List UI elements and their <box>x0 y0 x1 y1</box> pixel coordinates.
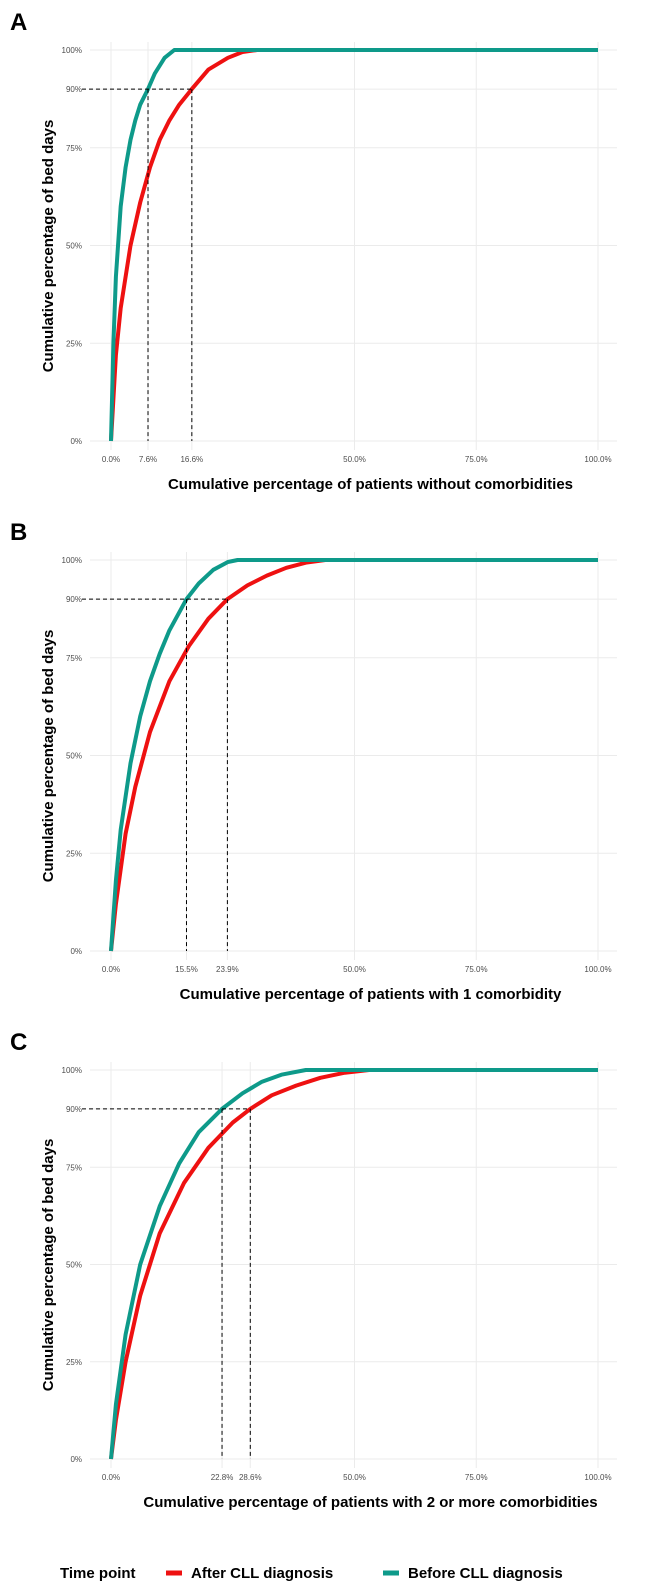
reference-lines <box>82 598 228 951</box>
y-axis-title: Cumulative percentage of bed days <box>40 120 57 373</box>
y-axis-title: Cumulative percentage of bed days <box>40 630 57 883</box>
legend-label-before-cll: Before CLL diagnosis <box>408 1565 563 1582</box>
panel-c: C 0% 25% 50% 75% 90% 100% 0.0% 22.8% 28.6% 50.0% 75… <box>10 1029 617 1511</box>
x-axis-title: Cumulative percentage of patients with 1… <box>180 986 562 1003</box>
panel-a: A 0% 25% 50% 75% 90% 100% 0.0% 7.6% 16.6% 50.0% 75.… <box>10 9 617 493</box>
y-tick-label: 90% <box>66 85 82 94</box>
y-tick-label: 90% <box>66 1105 82 1114</box>
series-line-after-cll <box>109 558 598 952</box>
series-line-after-cll <box>109 1068 598 1460</box>
series-line-before-cll <box>109 48 598 442</box>
y-tick-label: 100% <box>62 1066 82 1075</box>
y-tick-labels: 0% 25% 50% 75% 90% 100% <box>62 556 82 956</box>
y-tick-label: 25% <box>66 339 82 348</box>
panel-letter: B <box>10 519 27 546</box>
x-tick-label: 23.9% <box>216 965 239 974</box>
legend: Time point After CLL diagnosis Before CLL … <box>60 1565 563 1582</box>
panel-letter: C <box>10 1029 27 1056</box>
grid <box>90 552 617 960</box>
x-tick-label: 100.0% <box>584 455 611 464</box>
x-tick-label: 0.0% <box>102 455 120 464</box>
grid <box>90 42 617 450</box>
x-tick-label: 22.8% <box>211 1473 234 1482</box>
y-tick-label: 50% <box>66 242 82 251</box>
x-tick-label: 50.0% <box>343 455 366 464</box>
reference-lines <box>82 1108 251 1459</box>
y-tick-label: 0% <box>70 1455 82 1464</box>
y-tick-label: 0% <box>70 437 82 446</box>
y-axis-title: Cumulative percentage of bed days <box>40 1139 57 1392</box>
x-tick-label: 28.6% <box>239 1473 262 1482</box>
x-tick-label: 75.0% <box>465 1473 488 1482</box>
series-line-before-cll <box>109 1068 598 1460</box>
y-tick-label: 50% <box>66 1261 82 1270</box>
x-tick-label: 75.0% <box>465 965 488 974</box>
y-tick-label: 0% <box>70 947 82 956</box>
legend-title: Time point <box>60 1565 136 1582</box>
x-tick-label: 15.5% <box>175 965 198 974</box>
x-tick-label: 50.0% <box>343 965 366 974</box>
panel-b: B 0% 25% 50% 75% 90% 100% 0.0% 15.5% 23.9% 50.0% 75… <box>10 519 617 1003</box>
x-tick-labels: 0.0% 22.8% 28.6% 50.0% 75.0% 100.0% <box>102 1473 612 1482</box>
y-tick-label: 50% <box>66 752 82 761</box>
x-tick-label: 16.6% <box>180 455 203 464</box>
y-tick-label: 75% <box>66 1163 82 1172</box>
y-tick-label: 75% <box>66 654 82 663</box>
x-tick-label: 7.6% <box>139 455 157 464</box>
series-line-before-cll <box>109 558 598 952</box>
panel-letter: A <box>10 9 27 36</box>
x-tick-label: 100.0% <box>584 1473 611 1482</box>
y-tick-label: 25% <box>66 849 82 858</box>
x-axis-title: Cumulative percentage of patients with 2… <box>143 1494 597 1511</box>
y-tick-label: 90% <box>66 595 82 604</box>
x-tick-labels: 0.0% 7.6% 16.6% 50.0% 75.0% 100.0% <box>102 455 612 464</box>
y-tick-label: 100% <box>62 556 82 565</box>
y-tick-label: 25% <box>66 1358 82 1367</box>
x-tick-label: 50.0% <box>343 1473 366 1482</box>
y-tick-label: 75% <box>66 144 82 153</box>
x-tick-label: 0.0% <box>102 965 120 974</box>
series-line-after-cll <box>109 48 598 442</box>
y-tick-labels: 0% 25% 50% 75% 90% 100% <box>62 46 82 446</box>
y-tick-label: 100% <box>62 46 82 55</box>
x-axis-title: Cumulative percentage of patients withou… <box>168 476 573 493</box>
x-tick-label: 100.0% <box>584 965 611 974</box>
reference-lines <box>82 88 193 441</box>
x-tick-label: 0.0% <box>102 1473 120 1482</box>
x-tick-label: 75.0% <box>465 455 488 464</box>
y-tick-labels: 0% 25% 50% 75% 90% 100% <box>62 1066 82 1464</box>
x-tick-labels: 0.0% 15.5% 23.9% 50.0% 75.0% 100.0% <box>102 965 612 974</box>
legend-label-after-cll: After CLL diagnosis <box>191 1565 333 1582</box>
grid <box>90 1062 617 1468</box>
